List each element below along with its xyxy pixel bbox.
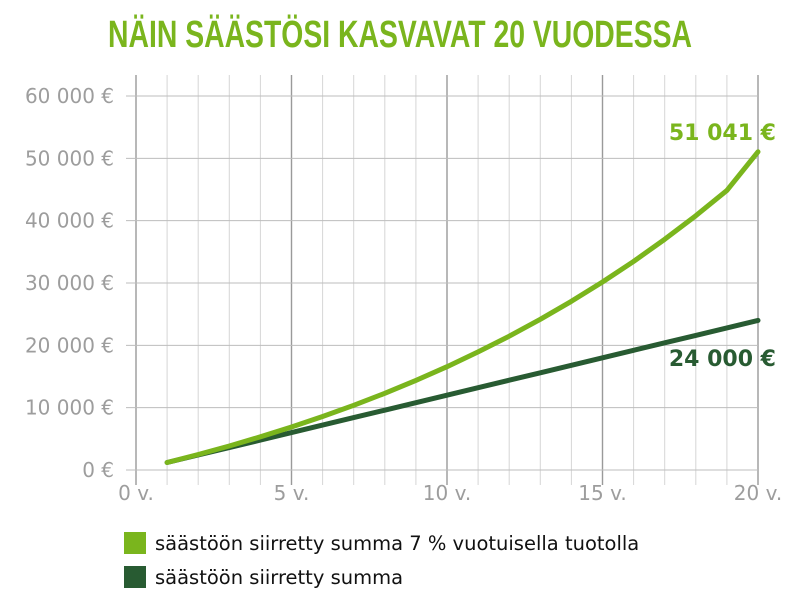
x-axis-tick-labels: 0 v. 5 v. 10 v. 15 v. 20 v. xyxy=(118,481,782,505)
x-tick-label: 5 v. xyxy=(274,481,310,505)
x-tick-label: 20 v. xyxy=(734,481,782,505)
y-tick-label: 0 € xyxy=(82,458,114,482)
y-axis-tick-labels: 0 € 10 000 € 20 000 € 30 000 € 40 000 € 50 00… xyxy=(25,84,114,482)
y-tick-label: 40 000 € xyxy=(25,209,114,233)
x-tick-label: 0 v. xyxy=(118,481,154,505)
end-label-with-return: 51 041 € xyxy=(669,121,776,146)
chart-grid xyxy=(126,75,759,485)
chart-legend: säästöön siirretty summa 7 % vuotuisella… xyxy=(124,526,639,594)
chart-series xyxy=(164,149,761,465)
series-end-labels: 51 041 € 24 000 € xyxy=(669,121,776,372)
y-tick-label: 60 000 € xyxy=(25,84,114,108)
chart-title: NÄIN SÄÄSTÖSI KASVAVAT 20 VUODESSA xyxy=(108,13,692,56)
series-line-deposits xyxy=(164,317,761,465)
legend-swatch-with-return xyxy=(124,532,146,554)
y-tick-label: 20 000 € xyxy=(25,333,114,357)
legend-item-with-return: säästöön siirretty summa 7 % vuotuisella… xyxy=(124,526,639,560)
legend-swatch-deposits xyxy=(124,566,146,588)
y-tick-label: 30 000 € xyxy=(25,271,114,295)
legend-label-deposits: säästöön siirretty summa xyxy=(155,565,404,589)
end-label-deposits: 24 000 € xyxy=(669,347,776,372)
y-tick-label: 50 000 € xyxy=(25,146,114,170)
x-tick-label: 15 v. xyxy=(578,481,626,505)
legend-label-with-return: säästöön siirretty summa 7 % vuotuisella… xyxy=(155,531,640,555)
legend-item-deposits: säästöön siirretty summa xyxy=(124,560,639,594)
y-tick-label: 10 000 € xyxy=(25,396,114,420)
series-line-with-return xyxy=(164,149,761,465)
x-tick-label: 10 v. xyxy=(423,481,471,505)
